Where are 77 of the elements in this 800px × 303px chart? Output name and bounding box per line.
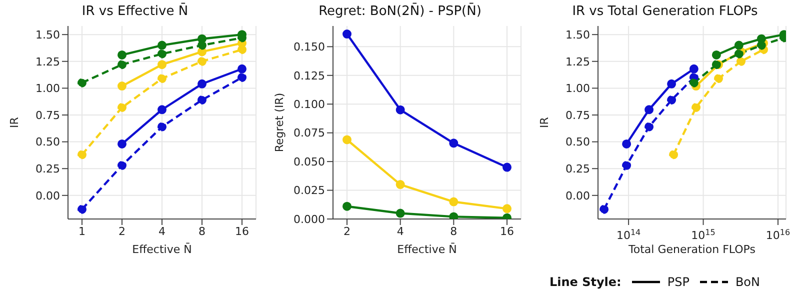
y-tick-label: 0.025 [294, 184, 325, 198]
point [118, 102, 126, 112]
point [198, 56, 206, 66]
point [158, 60, 166, 70]
y-tick-label: 0.75 [566, 108, 590, 122]
chart-title: IR vs Effective N̄ [80, 4, 190, 21]
point [342, 30, 352, 39]
text: PSP [667, 275, 690, 289]
point [158, 40, 166, 50]
y-axis-title: IR [538, 116, 551, 128]
y-tick-label: 0.75 [36, 108, 60, 122]
y-tick-label: 1.25 [36, 55, 60, 68]
y-tick-label: 1.25 [566, 55, 590, 68]
point [158, 122, 166, 132]
point [238, 64, 246, 74]
point [118, 82, 126, 91]
y-tick-label: 0.050 [294, 155, 325, 168]
x-tick-label: 10$^{16}$ [766, 228, 790, 242]
point [198, 79, 206, 88]
point [396, 208, 405, 218]
x-tick-label: 8 [450, 224, 458, 238]
x-tick-label: 8 [198, 224, 206, 238]
point [342, 135, 352, 144]
point [449, 138, 458, 148]
y-tick-label: 1.50 [566, 28, 590, 42]
point [118, 139, 126, 148]
y-tick-label: 0.00 [36, 189, 60, 202]
x-tick-label: 4 [158, 224, 166, 238]
x-tick-label: 10$^{15}$ [691, 228, 716, 242]
y-tick-label: 0.125 [294, 69, 325, 82]
point [158, 74, 166, 84]
chart-title: IR vs Total Generation FLOPs [571, 4, 759, 21]
y-tick-label: 0.25 [36, 162, 60, 176]
y-tick-label: 0.075 [294, 126, 325, 140]
y-tick-label: 0.50 [566, 136, 590, 149]
point [449, 197, 458, 206]
text: BoN [735, 275, 760, 289]
point [238, 72, 246, 82]
point [502, 162, 512, 172]
point [78, 204, 86, 214]
x-tick-label: 2 [118, 224, 126, 238]
y-tick-label: 0.100 [294, 98, 325, 112]
x-axis-title: Effective N̄ [132, 242, 192, 256]
point [449, 212, 458, 219]
y-tick-label: 1.00 [36, 82, 60, 96]
y-tick-label: 0.150 [294, 40, 325, 54]
y-tick-label: 1.50 [36, 28, 60, 42]
point [502, 204, 512, 214]
x-tick-label: 1 [78, 224, 86, 238]
y-tick-label: 0.00 [566, 189, 590, 202]
point [158, 105, 166, 114]
y-axis-title: IR [8, 116, 21, 128]
point [198, 95, 206, 104]
point [342, 202, 352, 211]
x-tick-label: 10$^{14}$ [616, 228, 641, 242]
point [78, 150, 86, 160]
y-tick-label: 0.000 [294, 212, 325, 226]
point [118, 50, 126, 60]
x-axis-title: Effective N̄ [397, 242, 457, 256]
point [238, 45, 246, 54]
point [78, 78, 86, 88]
x-tick-label: 16 [235, 224, 249, 238]
point [396, 180, 405, 190]
chart-title: Regret: BoN(2N̄) - PSP(N̄) [318, 4, 482, 21]
point [118, 160, 126, 170]
x-tick-label: 2 [344, 224, 350, 238]
text: Line Style: [549, 275, 622, 289]
x-tick-label: 16 [500, 224, 514, 238]
point [396, 105, 405, 114]
y-axis-title: Regret (IR) [272, 92, 286, 152]
x-axis-title: Total Generation FLOPs [628, 243, 756, 256]
y-tick-label: 0.25 [566, 162, 590, 176]
y-tick-label: 0.50 [36, 136, 60, 149]
point [158, 49, 166, 58]
x-tick-label: 4 [396, 224, 404, 238]
y-tick-label: 1.00 [566, 82, 590, 96]
point [118, 60, 126, 70]
